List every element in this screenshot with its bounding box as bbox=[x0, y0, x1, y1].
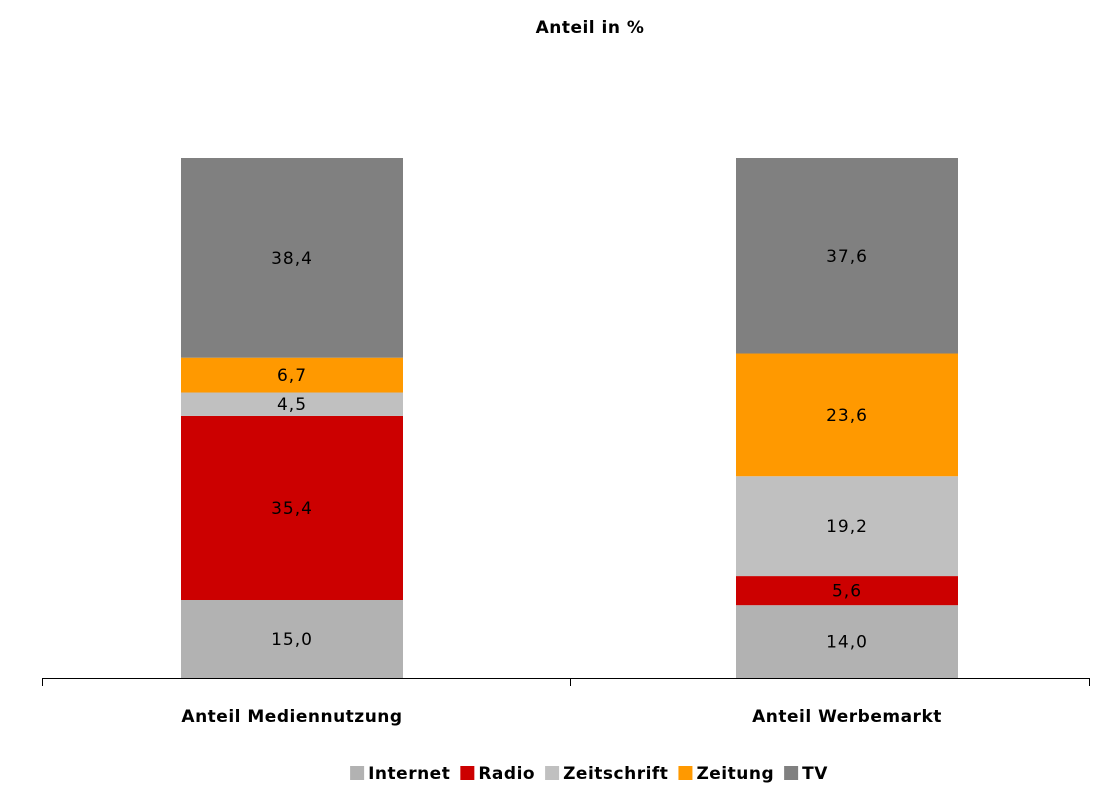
x-tick-label: Anteil Werbemarkt bbox=[752, 707, 942, 727]
data-label: 19,2 bbox=[826, 517, 868, 537]
legend-label: Zeitung bbox=[696, 764, 774, 784]
data-label: 35,4 bbox=[271, 499, 313, 519]
data-label: 5,6 bbox=[832, 582, 862, 602]
bar-segment bbox=[181, 600, 403, 678]
legend-label: Radio bbox=[478, 764, 535, 784]
data-label: 15,0 bbox=[271, 630, 313, 650]
x-axis bbox=[42, 678, 1090, 686]
legend-swatch bbox=[678, 766, 693, 780]
bar-segment bbox=[181, 415, 403, 600]
legend-label: Zeitschrift bbox=[563, 764, 668, 784]
x-tick-label: Anteil Mediennutzung bbox=[181, 707, 402, 727]
legend-swatch bbox=[545, 766, 560, 780]
bar-segment bbox=[736, 476, 958, 577]
legend-label: TV bbox=[802, 764, 828, 784]
bar-segment bbox=[181, 158, 403, 358]
legend-swatch bbox=[784, 766, 799, 780]
bar-segment bbox=[736, 353, 958, 477]
bar-segment bbox=[736, 605, 958, 678]
data-label: 23,6 bbox=[826, 406, 868, 426]
data-label: 37,6 bbox=[826, 247, 868, 267]
data-label: 6,7 bbox=[277, 366, 307, 386]
legend-swatch bbox=[350, 766, 365, 780]
bar-segment bbox=[736, 158, 958, 354]
legend-label: Internet bbox=[368, 764, 450, 784]
data-label: 38,4 bbox=[271, 249, 313, 269]
bar-segment bbox=[181, 357, 403, 393]
data-label: 4,5 bbox=[277, 395, 307, 415]
bar-segment bbox=[181, 392, 403, 416]
bar-segment bbox=[736, 576, 958, 606]
legend-swatch bbox=[460, 766, 475, 780]
data-label: 14,0 bbox=[826, 633, 868, 653]
chart-title: Anteil in % bbox=[536, 18, 645, 38]
